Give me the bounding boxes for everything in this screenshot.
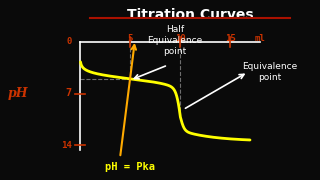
Text: 15: 15 — [225, 34, 236, 43]
Text: pH: pH — [8, 87, 28, 100]
Text: Half
Equivalence
point: Half Equivalence point — [148, 25, 203, 56]
Text: Titration Curves: Titration Curves — [127, 8, 253, 22]
Text: 5: 5 — [127, 34, 133, 43]
Text: pH = Pka: pH = Pka — [105, 162, 155, 172]
Text: 10: 10 — [175, 34, 185, 43]
Text: ml: ml — [255, 34, 266, 43]
Text: Equivalence
point: Equivalence point — [242, 62, 298, 82]
Text: 7: 7 — [66, 89, 72, 98]
Text: 0: 0 — [67, 37, 72, 46]
Text: 14: 14 — [61, 141, 72, 150]
